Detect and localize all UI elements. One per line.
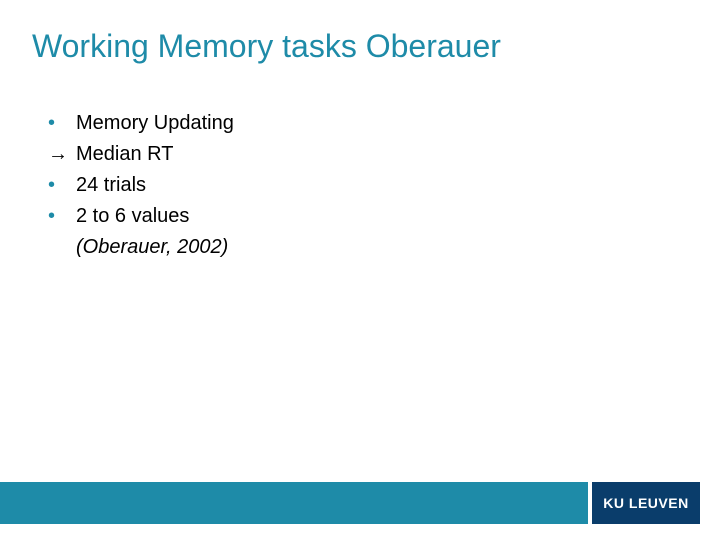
list-item: • Memory Updating [48, 108, 234, 139]
list-item-text: Memory Updating [76, 108, 234, 139]
citation-text: (Oberauer, 2002) [48, 232, 228, 263]
list-item: (Oberauer, 2002) [48, 232, 234, 263]
list-item: • 2 to 6 values [48, 201, 234, 232]
slide-body: • Memory Updating → Median RT • 24 trial… [48, 108, 234, 263]
list-item: → Median RT [48, 139, 234, 170]
slide: Working Memory tasks Oberauer • Memory U… [0, 0, 720, 540]
arrow-icon: → [48, 139, 76, 170]
logo-text: KU LEUVEN [603, 495, 688, 511]
bullet-icon: • [48, 201, 76, 232]
bullet-icon: • [48, 170, 76, 201]
footer-bar [0, 482, 588, 524]
bullet-icon: • [48, 108, 76, 139]
list-item-text: 24 trials [76, 170, 146, 201]
slide-title: Working Memory tasks Oberauer [32, 28, 501, 65]
list-item-text: 2 to 6 values [76, 201, 189, 232]
logo: KU LEUVEN [588, 482, 700, 524]
list-item: • 24 trials [48, 170, 234, 201]
list-item-text: Median RT [76, 139, 173, 170]
